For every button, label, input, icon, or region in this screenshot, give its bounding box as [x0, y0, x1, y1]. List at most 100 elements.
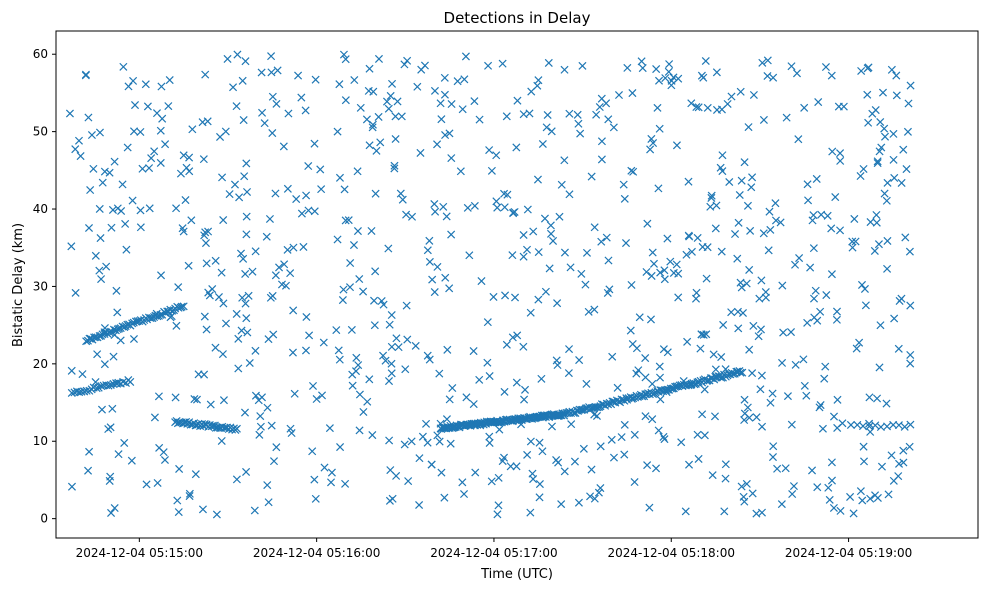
data-point: [813, 483, 822, 492]
data-point: [384, 244, 393, 253]
data-point: [737, 176, 746, 185]
data-point: [768, 389, 777, 398]
data-point: [717, 353, 726, 362]
data-point: [268, 92, 277, 101]
data-point: [552, 356, 561, 365]
data-point: [712, 68, 721, 77]
data-point: [109, 379, 118, 388]
data-point: [547, 422, 557, 431]
data-point: [384, 377, 394, 386]
x-axis-label: Time (UTC): [480, 567, 553, 582]
data-point: [136, 206, 145, 215]
data-point: [827, 71, 836, 80]
data-point: [269, 457, 279, 466]
data-point: [535, 493, 544, 502]
data-point: [112, 286, 121, 295]
data-point: [471, 468, 480, 477]
data-point: [865, 419, 874, 428]
data-point: [485, 146, 494, 155]
data-point: [602, 233, 611, 242]
data-point: [268, 129, 277, 138]
data-point: [645, 503, 654, 512]
plot-frame: [55, 30, 979, 539]
data-point: [153, 478, 162, 488]
data-point: [745, 413, 754, 422]
data-point: [469, 400, 478, 409]
data-point: [755, 294, 764, 303]
y-tick-label: 30: [33, 279, 48, 293]
data-point: [376, 138, 385, 147]
data-point: [883, 178, 892, 187]
data-point: [861, 301, 870, 310]
data-point: [266, 293, 275, 302]
data-point: [512, 378, 521, 387]
data-point: [832, 315, 841, 324]
data-point: [403, 56, 412, 65]
data-point: [771, 199, 780, 208]
data-point: [248, 267, 257, 276]
data-point: [346, 259, 355, 268]
data-point: [852, 344, 861, 353]
data-point: [242, 159, 251, 168]
data-point: [106, 472, 115, 481]
data-point: [899, 145, 908, 154]
data-point: [238, 293, 247, 302]
data-point: [384, 104, 393, 113]
data-point: [105, 168, 114, 177]
data-point: [219, 396, 228, 405]
data-point: [859, 442, 868, 451]
data-point: [733, 307, 742, 316]
data-point: [123, 143, 132, 152]
data-point: [377, 296, 386, 306]
data-point: [420, 61, 429, 70]
data-point: [682, 250, 691, 259]
data-point: [415, 500, 424, 510]
data-point: [381, 356, 390, 365]
data-point: [199, 155, 208, 164]
data-point: [106, 423, 115, 432]
data-point: [251, 346, 260, 355]
data-point: [345, 283, 355, 292]
data-point: [723, 99, 732, 108]
data-point: [744, 123, 753, 132]
data-point: [267, 68, 276, 77]
data-point: [534, 248, 543, 257]
data-point: [400, 60, 409, 69]
x-tick-label: 2024-12-04 05:19:00: [785, 546, 912, 560]
data-point: [275, 263, 284, 272]
data-point: [391, 112, 400, 121]
data-point: [81, 70, 90, 79]
y-tick-label: 20: [33, 357, 48, 371]
data-point: [327, 468, 336, 477]
data-point: [734, 324, 743, 333]
data-point: [901, 233, 910, 242]
data-point: [609, 453, 618, 462]
data-point: [604, 256, 613, 265]
data-point: [442, 415, 451, 424]
data-point: [523, 205, 532, 214]
data-point: [107, 223, 116, 232]
data-point: [508, 333, 517, 342]
data-point: [440, 90, 449, 99]
data-point: [439, 202, 448, 211]
data-point: [800, 381, 809, 390]
data-point: [374, 112, 383, 121]
data-point: [874, 240, 883, 249]
data-point: [368, 120, 377, 129]
data-point: [423, 351, 432, 360]
data-point: [698, 242, 707, 251]
data-point: [596, 484, 605, 493]
data-point: [257, 68, 266, 77]
data-point: [431, 207, 440, 216]
data-point: [495, 425, 504, 434]
data-point: [344, 216, 353, 225]
data-point: [727, 92, 736, 101]
data-point: [649, 259, 658, 268]
data-point: [447, 154, 456, 163]
data-point: [483, 358, 492, 367]
data-point: [136, 127, 145, 137]
data-point: [520, 395, 529, 404]
data-point: [240, 172, 249, 181]
data-point: [288, 348, 297, 357]
data-point: [787, 420, 796, 429]
